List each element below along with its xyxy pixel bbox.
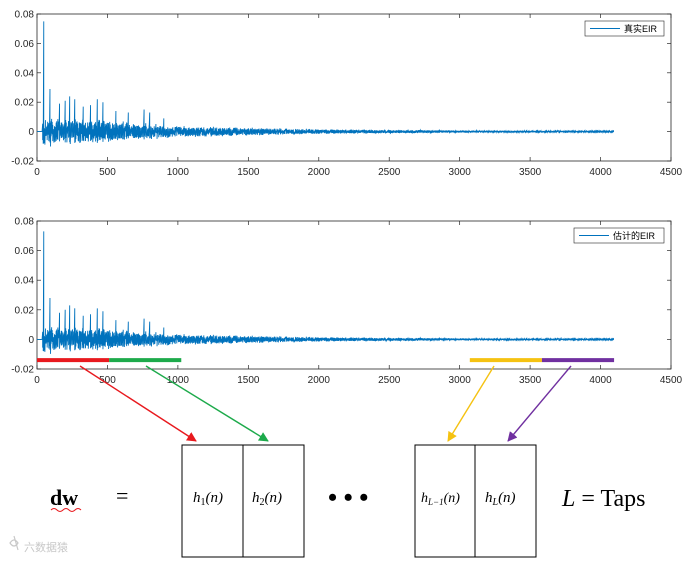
- watermark-text: 六数据猿: [24, 540, 68, 554]
- x-tick-label: 4500: [660, 167, 683, 178]
- x-tick-label: 4000: [589, 167, 612, 178]
- y-tick-label: -0.02: [11, 365, 34, 376]
- legend-box: [584, 20, 665, 37]
- legend-top: 真实EIR: [584, 20, 665, 37]
- segment-bars: [37, 358, 615, 363]
- y-tick-label: 0.08: [15, 10, 35, 21]
- legend-label: 估计的EIR: [613, 230, 656, 241]
- y-tick-label: 0.06: [15, 246, 35, 257]
- true-eir-plot: 0 500 1000 1500 2000 2500 3000 3500 4000 4500 -0.0…: [11, 10, 682, 179]
- x-tick-label: 3000: [449, 375, 472, 386]
- x-tick-label: 3500: [519, 375, 542, 386]
- x-tick-label: 2500: [378, 375, 401, 386]
- y-tick-label: 0.02: [15, 98, 35, 109]
- x-tick-label: 1500: [237, 167, 260, 178]
- arrow-hL: [507, 365, 572, 442]
- x-tick-label: 3000: [449, 167, 472, 178]
- block-hL-1: hL−1(n): [421, 491, 460, 507]
- estimated-eir-plot: 0 500 1000 1500 2000 2500 3000 3500 4000 4500 -0.0…: [11, 217, 682, 387]
- y-tick-label: 0.06: [15, 39, 35, 50]
- series-line-true-eir: [37, 21, 614, 147]
- spellcheck-underline: [50, 508, 82, 512]
- x-tick-label: 2000: [308, 167, 331, 178]
- y-tick-label: -0.02: [11, 157, 34, 168]
- y-tick-label: 0.08: [15, 217, 35, 228]
- x-tick-label: 3500: [519, 167, 542, 178]
- x-tick-label: 1000: [167, 167, 190, 178]
- x-tick-label: 0: [34, 375, 40, 386]
- equation: dw = h1(n) h2(n) • • • hL−1(n) hL(n) L =…: [50, 444, 645, 558]
- taps-definition: L = Taps: [561, 486, 645, 512]
- x-tick-label: 4000: [589, 375, 612, 386]
- watermark: 六数据猿: [9, 535, 68, 554]
- x-tick-label: 4500: [660, 375, 683, 386]
- x-tick-label: 500: [99, 375, 116, 386]
- block-hL: hL(n): [485, 490, 516, 508]
- x-tick-label: 2000: [308, 375, 331, 386]
- axis-tick-labels-top: 0 500 1000 1500 2000 2500 3000 3500 4000 4500 -0.0…: [11, 10, 682, 179]
- x-tick-label: 1500: [237, 375, 260, 386]
- legend-box: [573, 227, 665, 244]
- x-tick-label: 2500: [378, 167, 401, 178]
- y-tick-label: 0.04: [15, 276, 35, 287]
- arrow-hL-1: [447, 365, 495, 442]
- x-tick-label: 500: [99, 167, 116, 178]
- series-line-estimated-eir: [37, 231, 614, 354]
- legend-label: 真实EIR: [624, 23, 658, 34]
- segment-bar-h2: [109, 358, 182, 363]
- segment-bar-h1: [37, 358, 110, 363]
- block-h2: h2(n): [252, 490, 282, 508]
- plot-area-top: [36, 13, 672, 162]
- segment-bar-hL-1: [469, 358, 542, 363]
- segment-arrows: [79, 365, 572, 442]
- axis-tick-labels-bottom: 0 500 1000 1500 2000 2500 3000 3500 4000 4500 -0.0…: [11, 217, 682, 387]
- y-tick-label: 0.04: [15, 68, 35, 79]
- segment-bar-hL: [541, 358, 615, 363]
- ellipsis: • • •: [328, 483, 368, 512]
- block-h1: h1(n): [193, 490, 223, 508]
- axis-ticks-bottom: [36, 220, 672, 370]
- arrow-h1: [79, 365, 197, 442]
- arrow-h2: [145, 365, 269, 442]
- dw-symbol: dw: [50, 485, 78, 510]
- x-tick-label: 0: [34, 167, 40, 178]
- y-tick-label: 0: [28, 127, 34, 138]
- x-tick-label: 1000: [167, 375, 190, 386]
- y-tick-label: 0: [28, 335, 34, 346]
- equals-sign: =: [116, 483, 128, 508]
- watermark-logo-icon: [9, 535, 19, 551]
- y-tick-label: 0.02: [15, 305, 35, 316]
- legend-bottom: 估计的EIR: [573, 227, 665, 244]
